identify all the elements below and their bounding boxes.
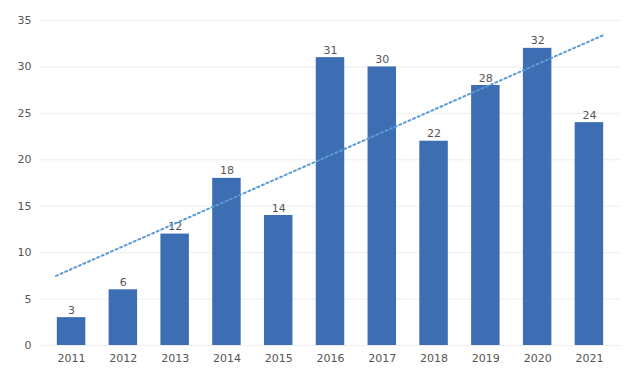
svg-text:2014: 2014: [213, 352, 241, 365]
svg-text:24: 24: [582, 109, 596, 122]
svg-text:28: 28: [479, 72, 493, 85]
svg-text:31: 31: [324, 44, 338, 57]
svg-text:2017: 2017: [368, 352, 396, 365]
svg-text:2012: 2012: [109, 352, 137, 365]
svg-text:2013: 2013: [161, 352, 189, 365]
svg-text:20: 20: [18, 153, 32, 166]
svg-text:2020: 2020: [524, 352, 552, 365]
svg-text:15: 15: [18, 200, 32, 213]
svg-text:2018: 2018: [420, 352, 448, 365]
svg-text:2011: 2011: [58, 352, 86, 365]
svg-text:32: 32: [531, 34, 545, 47]
svg-text:6: 6: [120, 276, 127, 289]
svg-text:0: 0: [25, 339, 32, 352]
svg-text:10: 10: [18, 246, 32, 259]
svg-text:25: 25: [18, 107, 32, 120]
svg-text:30: 30: [18, 60, 32, 73]
svg-text:35: 35: [18, 14, 32, 27]
svg-text:5: 5: [25, 293, 32, 306]
svg-text:2019: 2019: [472, 352, 500, 365]
svg-text:3: 3: [68, 304, 75, 317]
svg-text:2015: 2015: [265, 352, 293, 365]
svg-text:2021: 2021: [575, 352, 603, 365]
svg-text:14: 14: [272, 202, 286, 215]
svg-text:2016: 2016: [317, 352, 345, 365]
svg-text:30: 30: [375, 53, 389, 66]
svg-text:22: 22: [427, 127, 441, 140]
svg-text:18: 18: [220, 164, 234, 177]
svg-text:12: 12: [168, 220, 183, 234]
